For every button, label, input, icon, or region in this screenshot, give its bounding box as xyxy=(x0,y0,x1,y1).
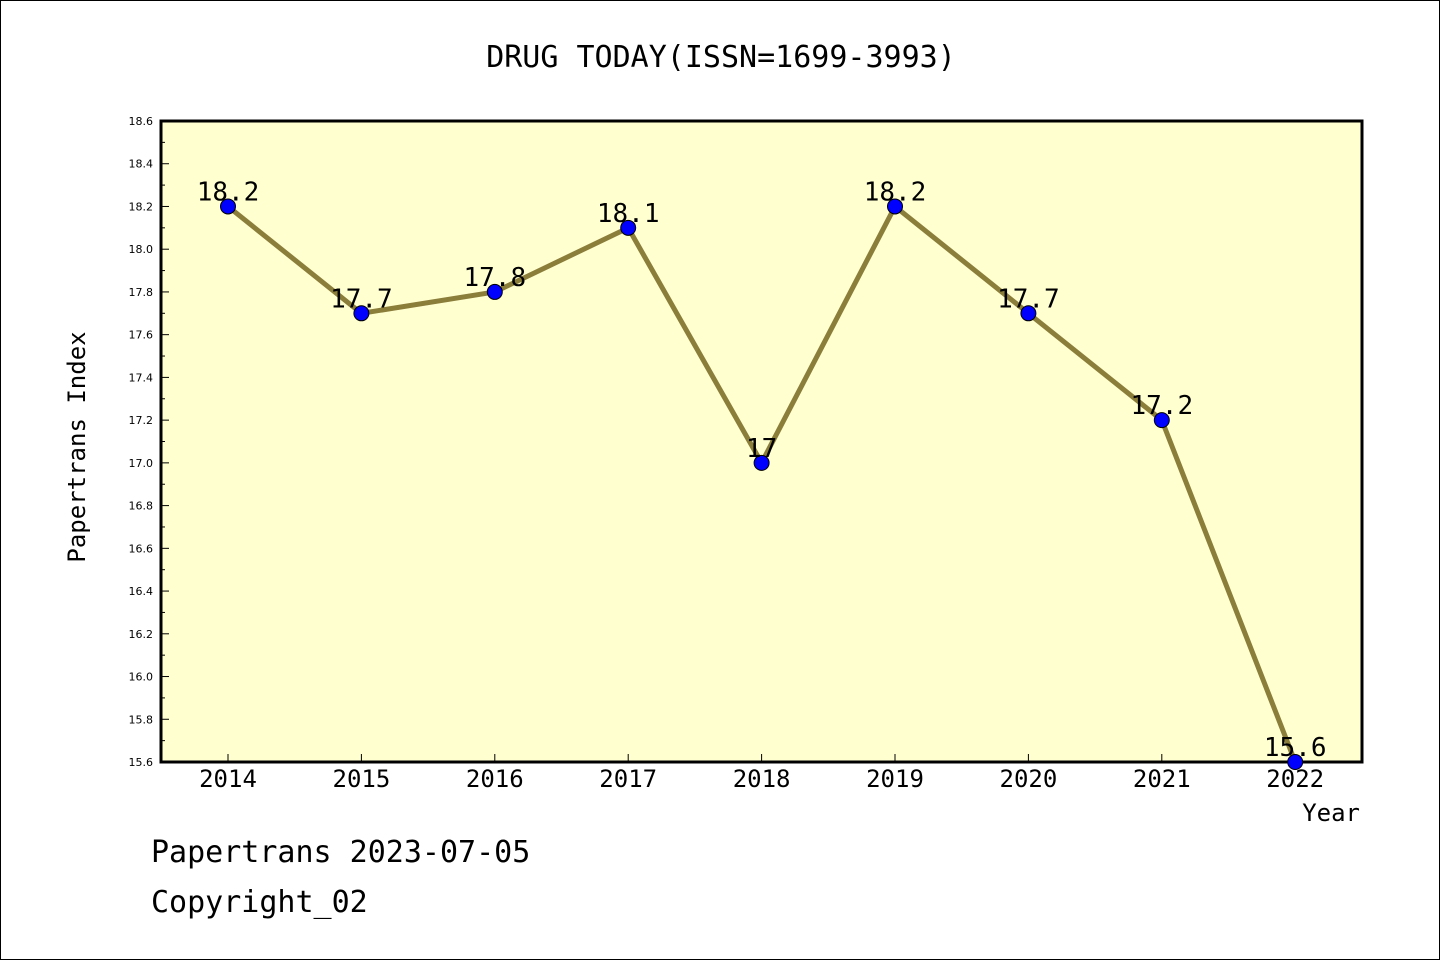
data-point xyxy=(353,305,370,322)
y-tick-label: 15.8 xyxy=(129,713,154,726)
x-tick-label: 2018 xyxy=(733,765,791,793)
y-tick-label: 16.6 xyxy=(129,542,154,555)
footer-date: Papertrans 2023-07-05 xyxy=(151,835,531,870)
x-tick-label: 2019 xyxy=(866,765,924,793)
y-tick-label: 17.6 xyxy=(129,329,154,342)
y-tick-label: 17.0 xyxy=(129,457,154,470)
data-label: 18.2 xyxy=(197,177,260,207)
plot-area xyxy=(159,119,1364,764)
y-tick-label: 15.6 xyxy=(129,756,154,769)
y-axis: 15.6 15.8 16.0 16.2 16.4 16.6 16.8 17.0 17.2 17.4… xyxy=(129,115,169,769)
x-tick-label: 2015 xyxy=(333,765,391,793)
data-label: 18.2 xyxy=(864,177,927,207)
data-point xyxy=(620,219,637,236)
y-tick-label: 18.6 xyxy=(129,115,154,128)
data-label: 17.7 xyxy=(997,284,1060,314)
y-axis-label: Papertrans Index xyxy=(63,331,91,562)
data-label: 17 xyxy=(746,434,777,464)
data-label: 17.7 xyxy=(330,284,393,314)
y-tick-label: 18.2 xyxy=(129,200,154,213)
data-point xyxy=(220,198,236,215)
y-tick-label: 16.8 xyxy=(129,500,154,513)
chart-title: DRUG TODAY(ISSN=1699-3993) xyxy=(486,40,956,75)
data-point xyxy=(1153,412,1170,429)
y-tick-label: 16.4 xyxy=(129,585,154,598)
x-axis-label: Year xyxy=(1302,799,1360,827)
series-layer: 18.2 17.7 17.8 18.1 17 18.2 17.7 17.2 15.6 xyxy=(197,177,1327,770)
data-point xyxy=(1020,305,1037,322)
data-point xyxy=(887,198,903,215)
x-axis: 2014 2015 2016 2017 2018 2019 2020 2021 2022 xyxy=(199,754,1324,793)
y-tick-label: 18.4 xyxy=(129,158,154,171)
data-point xyxy=(1287,754,1304,770)
y-tick-label: 18.0 xyxy=(129,243,154,256)
data-label: 17.8 xyxy=(463,263,526,293)
y-tick-label: 16.2 xyxy=(129,628,154,641)
data-label: 15.6 xyxy=(1264,733,1327,763)
x-tick-label: 2016 xyxy=(466,765,524,793)
y-tick-label: 17.2 xyxy=(129,414,154,427)
data-label: 18.1 xyxy=(597,199,660,229)
y-tick-label: 16.0 xyxy=(129,671,154,684)
x-tick-label: 2020 xyxy=(1000,765,1058,793)
footer-copyright: Copyright_02 xyxy=(151,885,368,920)
y-tick-label: 17.4 xyxy=(129,371,154,384)
data-point xyxy=(486,283,503,300)
y-tick-label: 17.8 xyxy=(129,286,154,299)
data-label: 17.2 xyxy=(1130,391,1193,421)
x-tick-label: 2014 xyxy=(199,765,257,793)
x-tick-label: 2021 xyxy=(1133,765,1191,793)
data-point xyxy=(753,454,770,471)
x-tick-label: 2017 xyxy=(599,765,657,793)
